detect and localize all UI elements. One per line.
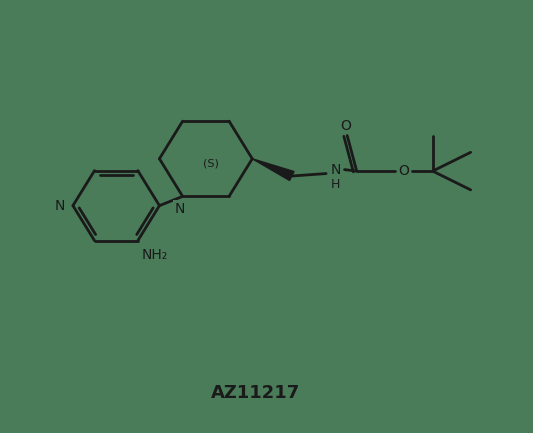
Text: AZ11217: AZ11217	[211, 384, 301, 402]
Text: N: N	[54, 199, 65, 213]
Text: O: O	[399, 164, 409, 178]
Text: NH₂: NH₂	[142, 248, 168, 262]
Text: N: N	[330, 163, 341, 177]
Text: O: O	[341, 119, 352, 132]
Text: H: H	[331, 178, 340, 191]
Text: (S): (S)	[203, 158, 219, 169]
Text: N: N	[175, 202, 185, 216]
Polygon shape	[252, 159, 294, 181]
